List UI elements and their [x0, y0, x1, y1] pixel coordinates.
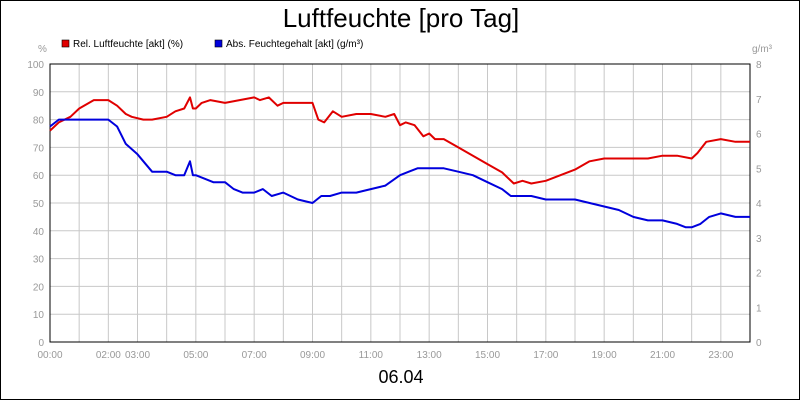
left-axis: 0 10 20 30 40 50 60 70 80 90 100 — [27, 60, 44, 349]
left-axis-unit: % — [38, 44, 47, 55]
left-tick-label: 60 — [33, 171, 45, 182]
left-tick-label: 50 — [33, 199, 45, 210]
series-line-1 — [49, 96, 750, 185]
right-tick-label: 2 — [756, 269, 762, 280]
right-axis: 0 1 2 3 4 5 6 7 8 — [756, 60, 762, 349]
x-tick-label: 19:00 — [592, 350, 617, 361]
left-tick-label: 100 — [27, 60, 44, 71]
date-label: 06.04 — [378, 367, 424, 387]
left-tick-label: 90 — [33, 88, 45, 99]
left-tick-label: 10 — [33, 310, 45, 321]
x-tick-label: 09:00 — [300, 350, 325, 361]
x-tick-label: 15:00 — [475, 350, 500, 361]
right-tick-label: 4 — [756, 199, 762, 210]
right-tick-label: 7 — [756, 95, 762, 106]
left-tick-label: 30 — [33, 255, 45, 266]
left-tick-label: 80 — [33, 116, 45, 127]
left-tick-label: 70 — [33, 143, 45, 154]
x-axis: 00:00 02:00 03:00 05:00 07:00 09:00 11:00 13:00… — [37, 350, 733, 361]
x-tick-label: 13:00 — [417, 350, 442, 361]
x-tick-label: 02:00 — [96, 350, 121, 361]
series-lines — [49, 96, 750, 229]
x-tick-label: 17:00 — [533, 350, 558, 361]
x-tick-label: 05:00 — [183, 350, 208, 361]
plot-area — [49, 63, 751, 343]
right-tick-label: 1 — [756, 303, 762, 314]
legend-swatch — [61, 39, 70, 48]
grid — [49, 63, 751, 343]
legend: Rel. Luftfeuchte [akt] (%) Abs. Feuchtege… — [61, 39, 363, 50]
x-tick-label: 00:00 — [37, 350, 62, 361]
series-line-2 — [49, 118, 750, 229]
left-tick-label: 40 — [33, 227, 45, 238]
legend-label: Rel. Luftfeuchte [akt] (%) — [73, 39, 183, 50]
right-axis-unit: g/m³ — [752, 44, 773, 55]
right-tick-label: 0 — [756, 338, 762, 349]
right-tick-label: 8 — [756, 60, 762, 71]
right-tick-label: 3 — [756, 234, 762, 245]
chart-title: Luftfeuchte [pro Tag] — [282, 3, 520, 33]
x-tick-label: 21:00 — [650, 350, 675, 361]
legend-label: Abs. Feuchtegehalt [akt] (g/m³) — [226, 39, 363, 50]
right-tick-label: 6 — [756, 130, 762, 141]
left-tick-label: 0 — [38, 338, 44, 349]
x-tick-label: 23:00 — [708, 350, 733, 361]
legend-swatch — [214, 39, 223, 48]
x-tick-label: 07:00 — [242, 350, 267, 361]
right-tick-label: 5 — [756, 164, 762, 175]
x-tick-label: 03:00 — [125, 350, 150, 361]
left-tick-label: 20 — [33, 282, 45, 293]
x-tick-label: 11:00 — [359, 350, 384, 361]
